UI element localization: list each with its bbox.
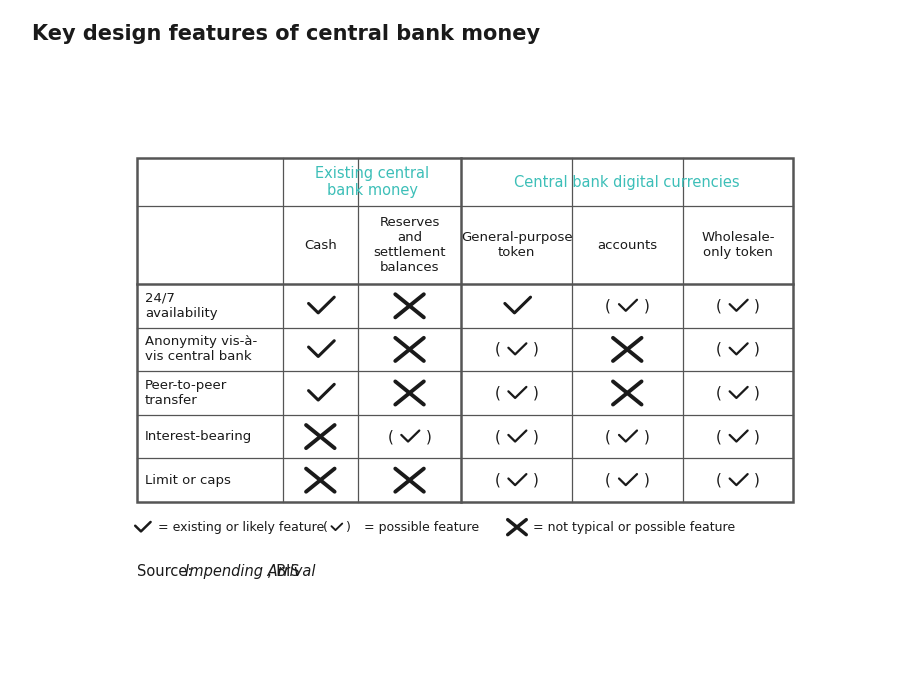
Text: Interest-bearing: Interest-bearing bbox=[146, 430, 252, 443]
Text: Central bank digital currencies: Central bank digital currencies bbox=[515, 175, 740, 190]
Text: ): ) bbox=[426, 429, 432, 444]
Text: ): ) bbox=[754, 298, 760, 313]
Text: ): ) bbox=[644, 429, 649, 444]
Text: = not typical or possible feature: = not typical or possible feature bbox=[532, 520, 735, 533]
Text: ): ) bbox=[754, 429, 760, 444]
Text: = existing or likely feature: = existing or likely feature bbox=[158, 520, 324, 533]
Text: , BIS: , BIS bbox=[267, 564, 300, 579]
Text: (: ( bbox=[605, 473, 611, 488]
Text: (: ( bbox=[716, 298, 721, 313]
Text: (: ( bbox=[495, 342, 500, 357]
Text: ): ) bbox=[644, 298, 649, 313]
Text: 24/7
availability: 24/7 availability bbox=[146, 292, 217, 320]
Text: ): ) bbox=[533, 429, 539, 444]
Text: (: ( bbox=[716, 429, 721, 444]
Text: (: ( bbox=[322, 520, 327, 533]
Text: ): ) bbox=[533, 342, 539, 357]
Text: (: ( bbox=[605, 429, 611, 444]
Text: (: ( bbox=[716, 342, 721, 357]
Text: Impending Arrival: Impending Arrival bbox=[185, 564, 316, 579]
Text: ): ) bbox=[754, 385, 760, 400]
Bar bbox=[136, 158, 793, 502]
Text: ): ) bbox=[644, 473, 649, 488]
Text: Source:: Source: bbox=[136, 564, 196, 579]
Text: ): ) bbox=[533, 473, 539, 488]
Text: Wholesale-
only token: Wholesale- only token bbox=[701, 231, 775, 259]
Text: (: ( bbox=[495, 385, 500, 400]
Text: ): ) bbox=[754, 473, 760, 488]
Text: Reserves
and
settlement
balances: Reserves and settlement balances bbox=[373, 216, 446, 274]
Text: Peer-to-peer
transfer: Peer-to-peer transfer bbox=[146, 379, 227, 407]
Text: (: ( bbox=[605, 298, 611, 313]
Text: = possible feature: = possible feature bbox=[364, 520, 479, 533]
Text: Key design features of central bank money: Key design features of central bank mone… bbox=[32, 24, 541, 44]
Text: (: ( bbox=[716, 473, 721, 488]
Text: Cash: Cash bbox=[304, 239, 337, 252]
Text: Limit or caps: Limit or caps bbox=[146, 474, 231, 487]
Text: ): ) bbox=[533, 385, 539, 400]
Text: Existing central
bank money: Existing central bank money bbox=[315, 166, 429, 198]
Text: (: ( bbox=[495, 473, 500, 488]
Text: ): ) bbox=[754, 342, 760, 357]
Text: (: ( bbox=[716, 385, 721, 400]
Text: (: ( bbox=[495, 429, 500, 444]
Text: General-purpose
token: General-purpose token bbox=[460, 231, 573, 259]
Text: Anonymity vis-à-
vis central bank: Anonymity vis-à- vis central bank bbox=[146, 336, 257, 364]
Text: (: ( bbox=[388, 429, 393, 444]
Text: accounts: accounts bbox=[597, 239, 658, 252]
Text: ): ) bbox=[345, 520, 350, 533]
